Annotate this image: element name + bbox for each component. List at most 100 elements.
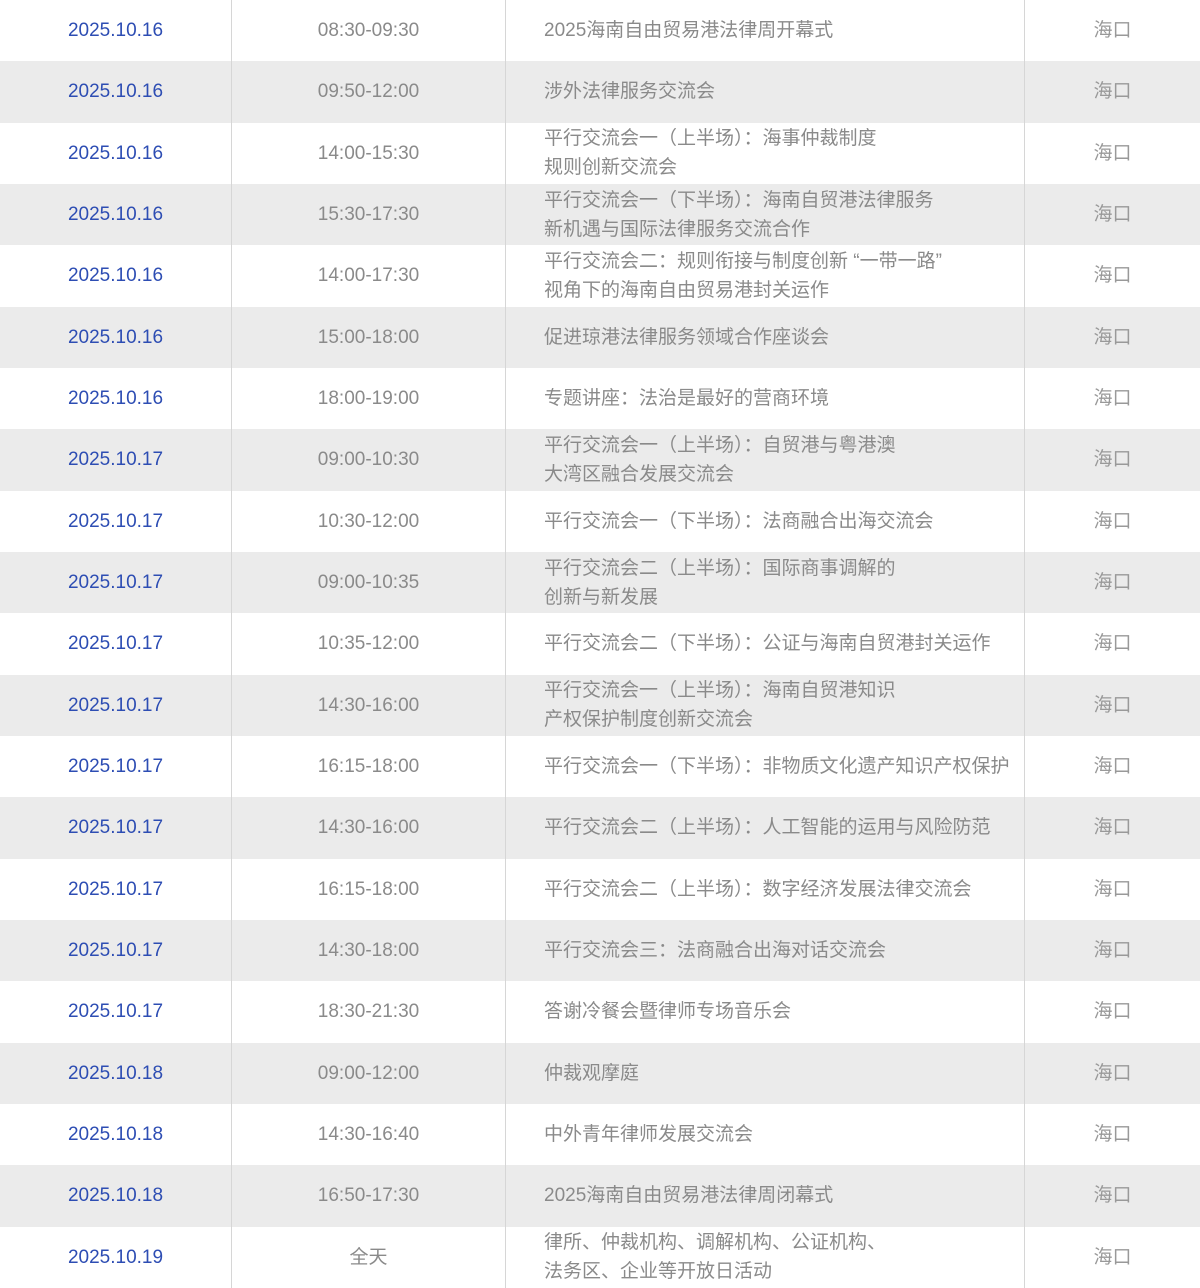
time-cell: 14:30-16:00 xyxy=(232,674,506,736)
schedule-row: 2025.10.16 08:30-09:30 2025海南自由贸易港法律周开幕式… xyxy=(0,0,1200,62)
event-cell: 2025海南自由贸易港法律周开幕式 xyxy=(506,0,1025,62)
time-cell: 16:50-17:30 xyxy=(232,1165,506,1227)
location-cell: 海口 xyxy=(1093,878,1132,900)
event-line: 平行交流会一（下半场）：非物质文化遗产知识产权保护 xyxy=(544,756,1010,778)
date-cell: 2025.10.17 xyxy=(0,735,232,798)
date-cell: 2025.10.16 xyxy=(0,183,232,246)
event-cell: 仲裁观摩庭 xyxy=(506,1042,1025,1104)
location-cell: 海口 xyxy=(1093,388,1132,410)
location-cell: 海口 xyxy=(1093,20,1132,42)
time-cell: 09:50-12:00 xyxy=(232,61,506,123)
location-cell: 海口 xyxy=(1093,1246,1132,1268)
event-line: 2025海南自由贸易港法律周闭幕式 xyxy=(544,1185,834,1207)
schedule-row: 2025.10.19 全天 律所、仲裁机构、调解机构、公证机构、 法务区、企业等开… xyxy=(0,1226,1200,1288)
date-cell: 2025.10.16 xyxy=(0,122,232,184)
time-cell: 14:30-16:00 xyxy=(232,797,506,859)
time-cell: 18:30-21:30 xyxy=(232,981,506,1043)
event-cell: 平行交流会一（下半场）：海南自贸港法律服务 新机遇与国际法律服务交流合作 xyxy=(506,183,1025,246)
event-line: 规则创新交流会 xyxy=(544,157,678,179)
date-cell: 2025.10.16 xyxy=(0,0,232,62)
event-cell: 平行交流会二（上半场）：数字经济发展法律交流会 xyxy=(506,858,1025,920)
event-cell: 专题讲座：法治是最好的营商环境 xyxy=(506,367,1025,430)
event-line: 答谢冷餐会暨律师专场音乐会 xyxy=(544,1001,792,1023)
event-cell: 律所、仲裁机构、调解机构、公证机构、 法务区、企业等开放日活动 xyxy=(506,1226,1025,1288)
event-cell: 平行交流会一（上半场）：海事仲裁制度 规则创新交流会 xyxy=(506,122,1025,184)
time-cell: 08:30-09:30 xyxy=(232,0,506,62)
event-line: 专题讲座：法治是最好的营商环境 xyxy=(544,388,830,410)
location-cell: 海口 xyxy=(1093,1062,1132,1084)
date-cell: 2025.10.18 xyxy=(0,1042,232,1104)
location-cell: 海口 xyxy=(1093,142,1132,164)
event-line: 中外青年律师发展交流会 xyxy=(544,1124,754,1146)
event-cell: 涉外法律服务交流会 xyxy=(506,61,1025,123)
location-cell: 海口 xyxy=(1093,817,1132,839)
schedule-row: 2025.10.16 15:00-18:00 促进琼港法律服务领域合作座谈会 海… xyxy=(0,306,1200,368)
event-cell: 平行交流会二：规则衔接与制度创新 “一带一路” 视角下的海南自由贸易港封关运作 xyxy=(506,245,1025,307)
event-line: 产权保护制度创新交流会 xyxy=(544,709,754,731)
event-line: 仲裁观摩庭 xyxy=(544,1062,640,1084)
date-cell: 2025.10.16 xyxy=(0,306,232,368)
date-cell: 2025.10.17 xyxy=(0,490,232,552)
schedule-row: 2025.10.17 14:30-18:00 平行交流会三：法商融合出海对话交流… xyxy=(0,919,1200,982)
event-line: 2025海南自由贸易港法律周开幕式 xyxy=(544,20,834,42)
event-cell: 平行交流会一（上半场）：海南自贸港知识 产权保护制度创新交流会 xyxy=(506,674,1025,736)
location-cell: 海口 xyxy=(1093,326,1132,348)
event-line: 促进琼港法律服务领域合作座谈会 xyxy=(544,326,830,348)
date-cell: 2025.10.17 xyxy=(0,429,232,491)
schedule-row: 2025.10.16 14:00-15:30 平行交流会一（上半场）：海事仲裁制… xyxy=(0,122,1200,184)
date-cell: 2025.10.17 xyxy=(0,981,232,1043)
event-cell: 平行交流会二（上半场）：国际商事调解的 创新与新发展 xyxy=(506,551,1025,614)
date-cell: 2025.10.16 xyxy=(0,367,232,430)
schedule-row: 2025.10.17 09:00-10:30 平行交流会一（上半场）：自贸港与粤… xyxy=(0,429,1200,491)
location-cell: 海口 xyxy=(1093,265,1132,287)
event-line: 平行交流会二（上半场）：数字经济发展法律交流会 xyxy=(544,878,972,900)
event-line: 平行交流会二：规则衔接与制度创新 “一带一路” xyxy=(544,250,942,272)
time-cell: 15:00-18:00 xyxy=(232,306,506,368)
location-cell: 海口 xyxy=(1093,1185,1132,1207)
location-cell: 海口 xyxy=(1093,81,1132,103)
location-cell: 海口 xyxy=(1093,449,1132,471)
schedule-row: 2025.10.17 16:15-18:00 平行交流会一（下半场）：非物质文化… xyxy=(0,735,1200,798)
event-line: 平行交流会一（下半场）：法商融合出海交流会 xyxy=(544,510,934,532)
schedule-row: 2025.10.17 09:00-10:35 平行交流会二（上半场）：国际商事调… xyxy=(0,551,1200,614)
event-cell: 平行交流会一（下半场）：非物质文化遗产知识产权保护 xyxy=(506,735,1025,798)
event-cell: 平行交流会一（上半场）：自贸港与粤港澳 大湾区融合发展交流会 xyxy=(506,429,1025,491)
date-cell: 2025.10.19 xyxy=(0,1226,232,1288)
location-cell: 海口 xyxy=(1093,572,1132,594)
event-line: 平行交流会一（下半场）：海南自贸港法律服务 xyxy=(544,189,934,211)
event-cell: 平行交流会二（上半场）：人工智能的运用与风险防范 xyxy=(506,797,1025,859)
location-cell: 海口 xyxy=(1093,510,1132,532)
schedule-row: 2025.10.17 10:35-12:00 平行交流会二（下半场）：公证与海南… xyxy=(0,613,1200,675)
event-line: 涉外法律服务交流会 xyxy=(544,81,716,103)
event-line: 视角下的海南自由贸易港封关运作 xyxy=(544,279,830,301)
time-cell: 09:00-10:35 xyxy=(232,551,506,614)
time-cell: 18:00-19:00 xyxy=(232,367,506,430)
schedule-row: 2025.10.17 14:30-16:00 平行交流会一（上半场）：海南自贸港… xyxy=(0,674,1200,736)
time-cell: 15:30-17:30 xyxy=(232,183,506,246)
date-cell: 2025.10.17 xyxy=(0,919,232,982)
location-cell: 海口 xyxy=(1093,204,1132,226)
schedule-row: 2025.10.16 18:00-19:00 专题讲座：法治是最好的营商环境 海… xyxy=(0,367,1200,430)
time-cell: 14:00-17:30 xyxy=(232,245,506,307)
time-cell: 10:30-12:00 xyxy=(232,490,506,552)
schedule-row: 2025.10.17 18:30-21:30 答谢冷餐会暨律师专场音乐会 海口 xyxy=(0,981,1200,1043)
location-cell: 海口 xyxy=(1093,633,1132,655)
time-cell: 09:00-12:00 xyxy=(232,1042,506,1104)
schedule-row: 2025.10.18 16:50-17:30 2025海南自由贸易港法律周闭幕式… xyxy=(0,1165,1200,1227)
date-cell: 2025.10.17 xyxy=(0,674,232,736)
event-cell: 平行交流会二（下半场）：公证与海南自贸港封关运作 xyxy=(506,613,1025,675)
schedule-row: 2025.10.18 09:00-12:00 仲裁观摩庭 海口 xyxy=(0,1042,1200,1104)
date-cell: 2025.10.17 xyxy=(0,613,232,675)
event-line: 律所、仲裁机构、调解机构、公证机构、 xyxy=(544,1232,887,1254)
event-line: 创新与新发展 xyxy=(544,586,659,608)
schedule-row: 2025.10.16 14:00-17:30 平行交流会二：规则衔接与制度创新 … xyxy=(0,245,1200,307)
time-cell: 09:00-10:30 xyxy=(232,429,506,491)
event-cell: 答谢冷餐会暨律师专场音乐会 xyxy=(506,981,1025,1043)
location-cell: 海口 xyxy=(1093,940,1132,962)
time-cell: 14:00-15:30 xyxy=(232,122,506,184)
date-cell: 2025.10.17 xyxy=(0,551,232,614)
event-line: 大湾区融合发展交流会 xyxy=(544,463,735,485)
schedule-row: 2025.10.16 09:50-12:00 涉外法律服务交流会 海口 xyxy=(0,61,1200,123)
event-line: 平行交流会一（上半场）：海事仲裁制度 xyxy=(544,128,877,150)
time-cell: 14:30-18:00 xyxy=(232,919,506,982)
